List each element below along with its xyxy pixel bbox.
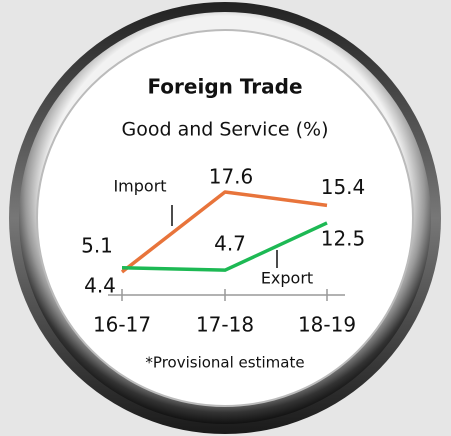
data-label: 4.7	[214, 232, 246, 256]
dial-face	[36, 29, 414, 407]
data-label: 4.4	[84, 274, 116, 298]
chart-subtitle: Good and Service (%)	[122, 119, 329, 141]
data-label: 17.6	[209, 165, 254, 189]
data-label: 15.4	[321, 175, 366, 199]
x-tick-label: 17-18	[196, 313, 254, 337]
x-tick-label: 18-19	[298, 313, 356, 337]
series-label: Import	[113, 177, 166, 196]
data-label: 12.5	[321, 226, 366, 250]
x-tick-label: 16-17	[93, 313, 151, 337]
series-line	[121, 221, 328, 272]
data-label: 5.1	[81, 233, 113, 257]
chart-title: Foreign Trade	[147, 75, 302, 99]
series-label: Export	[261, 269, 313, 288]
annotation: *Provisional estimate	[145, 354, 304, 372]
series-line	[120, 190, 328, 274]
